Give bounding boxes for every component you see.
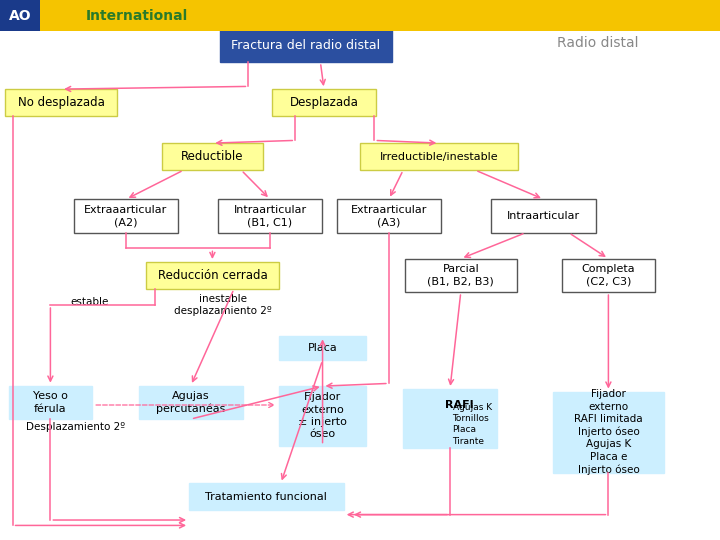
FancyBboxPatch shape xyxy=(272,89,376,116)
FancyBboxPatch shape xyxy=(279,386,366,445)
Text: Tratamiento funcional: Tratamiento funcional xyxy=(205,492,328,502)
FancyBboxPatch shape xyxy=(562,259,655,292)
Text: Reducción cerrada: Reducción cerrada xyxy=(158,269,267,282)
Text: Fijador
externo
RAFI limitada
Injerto óseo
Agujas K
Placa e
Injerto óseo: Fijador externo RAFI limitada Injerto ós… xyxy=(574,389,643,475)
FancyBboxPatch shape xyxy=(403,389,497,448)
Text: Intraarticular: Intraarticular xyxy=(507,211,580,221)
FancyBboxPatch shape xyxy=(279,336,366,360)
Text: Parcial
(B1, B2, B3): Parcial (B1, B2, B3) xyxy=(428,264,494,287)
FancyBboxPatch shape xyxy=(138,386,243,419)
FancyBboxPatch shape xyxy=(162,143,263,170)
Text: estable: estable xyxy=(71,298,109,307)
Text: No desplazada: No desplazada xyxy=(18,96,104,109)
Text: inestable
desplazamiento 2º: inestable desplazamiento 2º xyxy=(174,294,272,316)
FancyBboxPatch shape xyxy=(9,386,92,419)
Text: Yeso o
férula: Yeso o férula xyxy=(33,391,68,414)
FancyBboxPatch shape xyxy=(360,143,518,170)
Text: International: International xyxy=(86,9,188,23)
Text: Radio distal: Radio distal xyxy=(557,36,639,50)
FancyBboxPatch shape xyxy=(217,199,323,233)
Text: Completa
(C2, C3): Completa (C2, C3) xyxy=(582,264,635,287)
FancyBboxPatch shape xyxy=(491,199,596,233)
Text: Agujas
percutanéas: Agujas percutanéas xyxy=(156,391,225,414)
Text: Extraaarticular
(A2): Extraaarticular (A2) xyxy=(84,205,168,227)
Text: Intraarticular
(B1, C1): Intraarticular (B1, C1) xyxy=(233,205,307,227)
FancyBboxPatch shape xyxy=(0,0,40,31)
FancyBboxPatch shape xyxy=(337,199,441,233)
Text: Reductible: Reductible xyxy=(181,150,243,163)
Text: Fractura del radio distal: Fractura del radio distal xyxy=(231,39,381,52)
Text: Placa: Placa xyxy=(307,343,338,353)
FancyBboxPatch shape xyxy=(553,392,665,472)
FancyBboxPatch shape xyxy=(220,30,392,62)
FancyBboxPatch shape xyxy=(73,199,179,233)
FancyBboxPatch shape xyxy=(0,0,720,31)
Text: Desplazamiento 2º: Desplazamiento 2º xyxy=(26,422,125,431)
Text: Irreductible/inestable: Irreductible/inestable xyxy=(380,152,498,161)
FancyBboxPatch shape xyxy=(405,259,517,292)
Text: Desplazada: Desplazada xyxy=(289,96,359,109)
Text: Fijador
externo
± injerto
óseo: Fijador externo ± injerto óseo xyxy=(298,392,347,440)
FancyBboxPatch shape xyxy=(145,262,279,289)
Text: RAFI: RAFI xyxy=(445,401,474,410)
Text: Extraarticular
(A3): Extraarticular (A3) xyxy=(351,205,427,227)
Text: AO: AO xyxy=(9,9,31,23)
FancyBboxPatch shape xyxy=(6,89,117,116)
Text: Agujas K
Tornillos
Placa
Tirante: Agujas K Tornillos Placa Tirante xyxy=(453,403,492,446)
FancyBboxPatch shape xyxy=(189,483,344,510)
